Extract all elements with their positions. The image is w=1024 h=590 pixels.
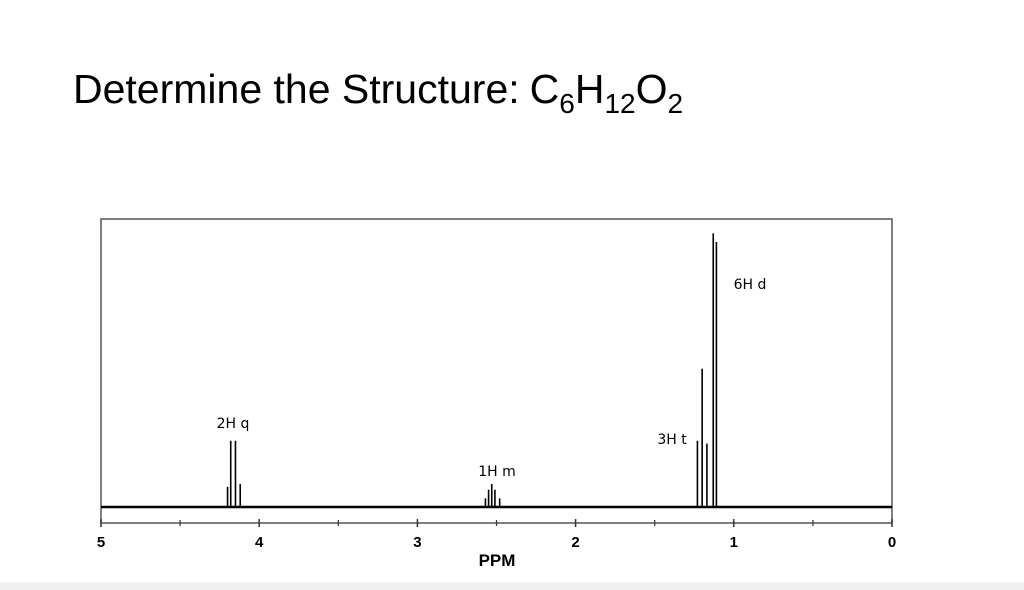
bottom-strip (0, 582, 1024, 590)
tick-label: 1 (730, 534, 738, 551)
formula-element: C (530, 66, 560, 112)
formula-subscript: 2 (668, 88, 684, 119)
formula-element: O (636, 66, 668, 112)
tick-label: 5 (97, 534, 105, 551)
formula-element: H (575, 66, 605, 112)
title-text: Determine the Structure: (73, 66, 520, 112)
tick-label: 2 (571, 534, 579, 551)
tick-label: 3 (413, 534, 421, 551)
peak-label: 1H m (478, 464, 516, 480)
peak-label: 3H t (657, 432, 687, 448)
peak-label: 2H q (217, 416, 250, 432)
formula-subscript: 12 (604, 88, 635, 119)
formula-subscript: 6 (559, 88, 575, 119)
tick-label: 0 (888, 534, 896, 551)
tick-label: 4 (255, 534, 264, 551)
x-axis-label: PPM (479, 551, 516, 570)
peak-label: 6H d (734, 277, 767, 293)
slide-title: Determine the Structure: C6H12O2 (73, 66, 683, 119)
